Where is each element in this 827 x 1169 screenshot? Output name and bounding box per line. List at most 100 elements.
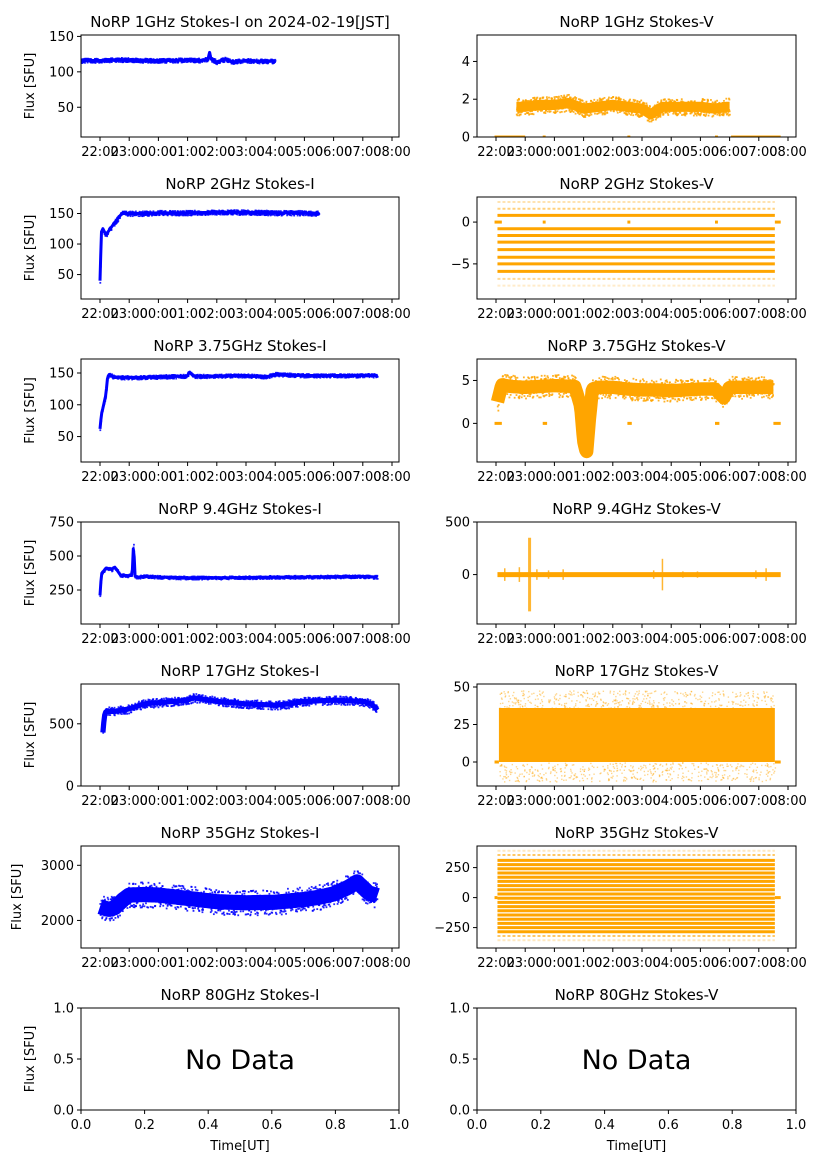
data-point [258,209,261,212]
data-point [530,99,533,101]
data-point [132,546,135,549]
x-tick-label: 06:00 [315,470,352,485]
data-point [265,62,268,64]
data-point [161,61,163,64]
data-point [302,214,305,217]
x-tick-label: 23:00 [110,470,147,485]
data-point [664,98,666,101]
data-point [131,215,134,218]
data-point [140,214,142,217]
x-tick-label: 02:00 [594,145,631,160]
data-point [597,112,600,115]
data-point [681,381,683,384]
data-point [561,377,563,380]
data-point [604,112,607,115]
data-point [508,396,511,399]
data-point [601,112,604,115]
data-point [274,58,277,61]
data-point [338,376,341,379]
data-point [286,214,289,217]
data-point [241,61,244,64]
data-point [65,87,67,89]
data-point [555,376,558,378]
data-point [566,375,569,377]
data-point [78,61,80,63]
data-point [614,375,617,378]
data-point [681,100,684,103]
x-tick-label: 07:00 [344,470,381,485]
data-point [657,399,660,402]
data-point [635,378,638,381]
data-point [524,113,527,115]
data-point [674,398,677,401]
data-point [746,394,748,397]
data-point [179,578,182,581]
data-point [544,394,547,397]
x-tick-label: 07:00 [740,307,777,322]
data-point [221,209,224,212]
x-tick-label: 06:00 [711,145,748,160]
data-point [227,213,230,216]
data-point [496,405,499,408]
data-point [566,94,569,96]
data-point [637,398,640,400]
axes-frame [80,196,400,300]
data-point [655,118,657,121]
data-point [235,213,238,215]
data-point [313,214,316,217]
x-tick-label: 05:00 [286,145,323,160]
data-point [221,377,224,379]
data-point [518,98,521,101]
data-point [531,376,534,378]
data-point [692,381,694,384]
data-point [313,376,316,379]
y-axis-label: Flux [SFU] [23,377,38,444]
data-point [226,209,229,212]
data-point [718,113,721,116]
data-point [606,396,609,399]
chart-title: NoRP 3.75GHz Stokes-V [547,337,726,355]
data-point [577,111,580,114]
data-point [727,111,730,113]
data-point [323,376,325,379]
data-point [138,215,141,218]
data-point [559,111,562,114]
data-point [618,378,620,381]
data-point [568,93,570,96]
data-point [671,397,674,400]
data-point [599,99,601,102]
data-point [652,381,655,383]
data-point [166,214,169,217]
chart-1ghz-v: NoRP 1GHz Stokes-V02422:0023:0000:0001:0… [462,13,807,160]
data-point [554,109,557,112]
data-point [526,100,529,102]
data-point [755,377,758,380]
data-point [169,61,172,64]
data-point [686,397,689,400]
data-point [769,379,772,382]
data-point [611,378,614,381]
data-point [700,398,703,401]
data-point [540,109,542,112]
data-point [522,100,525,103]
data-point [121,57,123,59]
data-point [701,100,704,103]
data-point [532,97,535,99]
data-point [287,375,290,378]
data-point [527,100,530,102]
data-point [700,397,703,400]
data-point [111,57,114,60]
data-point [554,111,557,114]
data-point [693,380,696,383]
data-point [601,375,604,378]
data-point [573,378,576,381]
data-point [90,61,93,64]
data-point [545,96,548,99]
data-point [74,62,76,64]
data-point [749,396,752,399]
data-point [509,377,512,380]
data-point [64,89,66,91]
data-point [169,377,171,380]
data-point [651,119,654,122]
data-point [296,214,299,217]
